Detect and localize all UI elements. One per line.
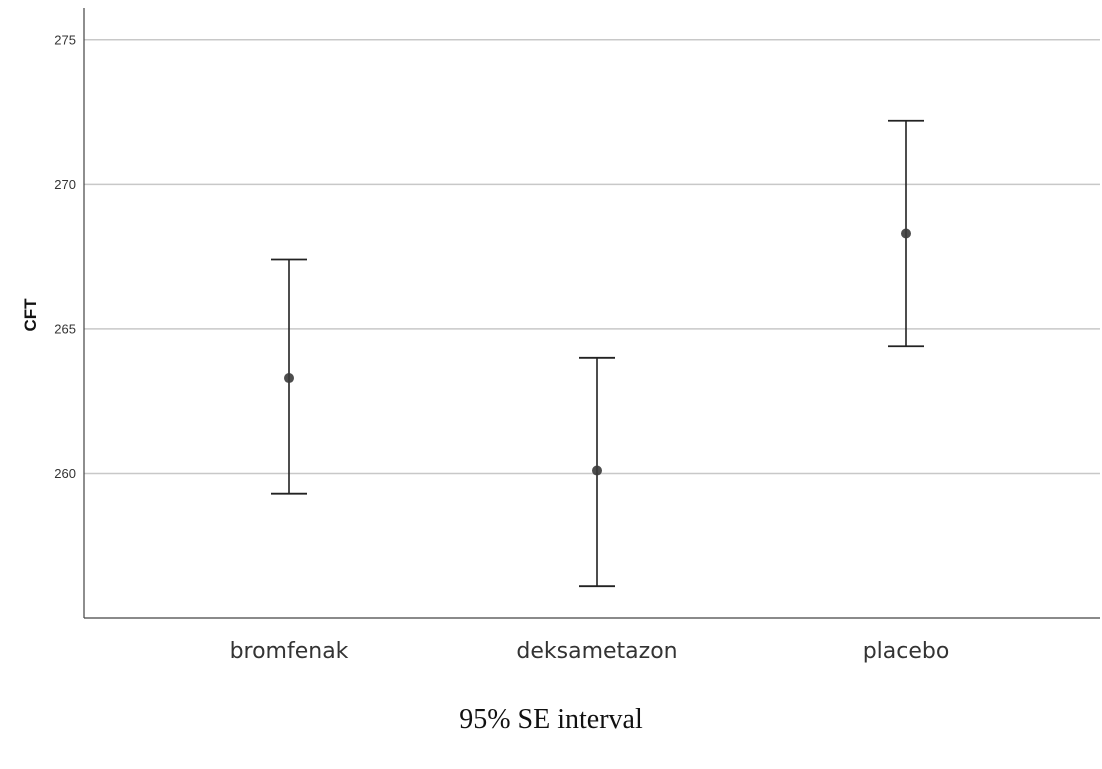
error-bar-bromfenak: [271, 258, 307, 495]
y-axis-title: CFT: [21, 298, 40, 332]
error-bar-deksametazon: [579, 356, 615, 588]
mean-point: [901, 228, 911, 239]
y-tick-label: 265: [54, 321, 76, 336]
y-tick-label: 270: [54, 177, 76, 192]
mean-point: [284, 373, 294, 384]
error-bar-chart: 260 265 270 275 bromfenak deksametazon placeb…: [21, 8, 1100, 664]
category-labels: bromfenak deksametazon placebo: [230, 639, 950, 664]
x-category-label: placebo: [863, 639, 950, 664]
y-tick-label: 260: [54, 466, 76, 481]
y-tick-labels: 260 265 270 275: [54, 32, 76, 481]
error-bars: [271, 119, 924, 588]
x-category-label: bromfenak: [230, 639, 349, 664]
mean-point: [592, 465, 602, 476]
chart-caption: 95% SE interval: [459, 704, 643, 735]
gridlines: [84, 39, 1100, 475]
x-category-label: deksametazon: [516, 639, 677, 664]
axes: [83, 8, 1100, 619]
error-bar-placebo: [888, 119, 924, 348]
y-tick-label: 275: [54, 32, 76, 47]
